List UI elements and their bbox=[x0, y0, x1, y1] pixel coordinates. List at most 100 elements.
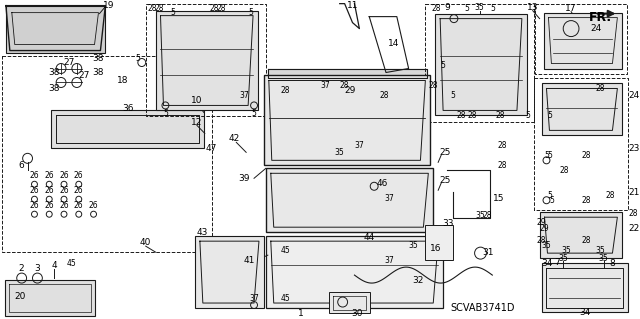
Text: 5: 5 bbox=[490, 4, 495, 13]
Text: 5: 5 bbox=[547, 191, 552, 200]
Text: 36: 36 bbox=[122, 104, 134, 113]
Text: 38: 38 bbox=[93, 54, 104, 63]
Text: 28: 28 bbox=[559, 166, 569, 175]
Text: 34: 34 bbox=[579, 308, 591, 316]
Bar bbox=[264, 76, 430, 165]
Text: 5: 5 bbox=[441, 61, 445, 70]
Text: 26: 26 bbox=[59, 201, 69, 210]
Text: 10: 10 bbox=[191, 96, 203, 105]
Text: 25: 25 bbox=[440, 176, 451, 185]
Bar bbox=[540, 212, 622, 258]
Text: 28: 28 bbox=[596, 84, 605, 93]
Bar bbox=[5, 280, 95, 316]
Bar bbox=[426, 225, 453, 260]
Text: 35: 35 bbox=[596, 246, 605, 255]
Bar bbox=[435, 14, 527, 115]
Text: 5: 5 bbox=[451, 91, 456, 100]
Text: 28: 28 bbox=[497, 141, 507, 150]
Text: 35: 35 bbox=[598, 254, 609, 263]
Text: 5: 5 bbox=[136, 54, 140, 63]
Text: 28: 28 bbox=[155, 4, 164, 13]
Text: 9: 9 bbox=[444, 3, 450, 12]
Bar bbox=[195, 236, 264, 308]
Text: 3: 3 bbox=[35, 263, 40, 273]
Text: 26: 26 bbox=[59, 171, 69, 180]
Text: 6: 6 bbox=[19, 161, 24, 170]
Text: 7: 7 bbox=[554, 258, 560, 267]
Text: 45: 45 bbox=[281, 293, 291, 302]
Text: 19: 19 bbox=[102, 1, 114, 10]
Text: 32: 32 bbox=[412, 276, 423, 285]
Bar bbox=[266, 236, 443, 308]
Text: 28: 28 bbox=[497, 161, 507, 170]
Text: 26: 26 bbox=[74, 171, 84, 180]
Text: 28: 28 bbox=[581, 196, 591, 205]
Text: 28: 28 bbox=[217, 4, 227, 13]
Text: SCVAB3741D: SCVAB3741D bbox=[450, 303, 515, 313]
Text: 29: 29 bbox=[537, 218, 547, 227]
Bar bbox=[51, 110, 204, 148]
Text: 5: 5 bbox=[525, 111, 530, 120]
Text: 24: 24 bbox=[628, 91, 639, 100]
Bar bbox=[266, 168, 433, 232]
Text: 29: 29 bbox=[345, 86, 356, 95]
Text: 39: 39 bbox=[239, 174, 250, 183]
Text: 28: 28 bbox=[537, 236, 547, 245]
Text: 28: 28 bbox=[380, 91, 388, 100]
Text: 42: 42 bbox=[228, 134, 240, 143]
Text: 17: 17 bbox=[565, 4, 577, 13]
Text: 30: 30 bbox=[351, 308, 363, 317]
Text: 34: 34 bbox=[542, 259, 553, 268]
Text: 5: 5 bbox=[464, 4, 469, 13]
Text: 45: 45 bbox=[281, 246, 291, 255]
Bar bbox=[541, 263, 628, 312]
Text: 5: 5 bbox=[249, 8, 253, 17]
Text: 26: 26 bbox=[29, 171, 39, 180]
Text: 28: 28 bbox=[431, 4, 441, 13]
Text: 28: 28 bbox=[468, 111, 477, 120]
Text: 35: 35 bbox=[561, 246, 571, 255]
Text: 27: 27 bbox=[63, 58, 75, 67]
Text: 29: 29 bbox=[540, 224, 549, 233]
Bar bbox=[6, 6, 106, 53]
Text: 11: 11 bbox=[347, 1, 358, 10]
Text: 35: 35 bbox=[335, 148, 344, 157]
Text: 28: 28 bbox=[581, 236, 591, 245]
Text: 28: 28 bbox=[340, 81, 349, 90]
Bar bbox=[541, 84, 622, 135]
Text: 46: 46 bbox=[376, 179, 388, 188]
Text: 45: 45 bbox=[67, 259, 77, 268]
Text: 22: 22 bbox=[628, 224, 639, 233]
Text: 28: 28 bbox=[281, 86, 291, 95]
Text: 26: 26 bbox=[29, 186, 39, 195]
Text: 37: 37 bbox=[384, 194, 394, 203]
Text: 28: 28 bbox=[628, 209, 637, 218]
Text: 28: 28 bbox=[456, 111, 465, 120]
Text: FR.: FR. bbox=[589, 11, 612, 24]
Text: 5: 5 bbox=[170, 8, 175, 17]
Text: 27: 27 bbox=[78, 71, 90, 80]
Text: 37: 37 bbox=[320, 81, 330, 90]
Text: 35: 35 bbox=[409, 241, 419, 250]
Text: 28: 28 bbox=[581, 151, 591, 160]
Text: 26: 26 bbox=[29, 201, 39, 210]
Text: 41: 41 bbox=[243, 256, 255, 265]
Text: 35: 35 bbox=[475, 3, 484, 12]
Text: 28: 28 bbox=[429, 81, 438, 90]
Text: 37: 37 bbox=[239, 91, 249, 100]
Text: 13: 13 bbox=[527, 3, 538, 12]
Text: 16: 16 bbox=[431, 244, 442, 253]
Text: 20: 20 bbox=[14, 292, 26, 300]
Text: 8: 8 bbox=[609, 259, 615, 268]
Text: 2: 2 bbox=[19, 263, 24, 273]
Text: 26: 26 bbox=[44, 171, 54, 180]
Text: 47: 47 bbox=[206, 144, 218, 153]
Text: 37: 37 bbox=[249, 293, 259, 302]
Text: 1: 1 bbox=[298, 308, 304, 317]
Text: 26: 26 bbox=[44, 186, 54, 195]
Text: 31: 31 bbox=[483, 248, 494, 257]
Text: 28: 28 bbox=[483, 211, 492, 220]
Text: 28: 28 bbox=[210, 4, 220, 13]
Text: 25: 25 bbox=[440, 148, 451, 157]
Text: 26: 26 bbox=[89, 201, 99, 210]
